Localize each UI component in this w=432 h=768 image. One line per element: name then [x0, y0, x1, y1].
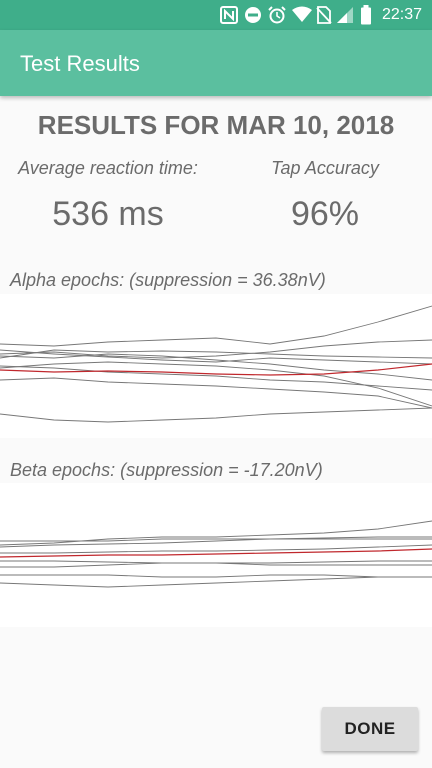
beta-average-trace: [0, 548, 432, 558]
alpha-epoch-trace-6: [0, 407, 432, 423]
status-icons: 22:37: [219, 0, 432, 30]
beta-epoch-trace-1: [0, 520, 432, 546]
beta-epoch-trace-8: [0, 538, 432, 542]
alpha-epoch-trace-5: [0, 377, 432, 409]
tap-accuracy-label: Tap Accuracy: [271, 158, 379, 178]
do-not-disturb-icon: [244, 6, 262, 24]
beta-epoch-trace-5: [0, 562, 432, 568]
battery-icon: [360, 5, 372, 25]
done-button[interactable]: DONE: [322, 707, 418, 751]
signal-icon: [336, 6, 354, 24]
beta-epoch-trace-3: [0, 544, 432, 554]
wifi-icon: [291, 6, 312, 24]
reaction-time-value: 536 ms: [52, 195, 164, 233]
app-bar: Test Results: [0, 30, 432, 96]
beta-epoch-trace-2: [0, 536, 432, 548]
reaction-time-label: Average reaction time:: [18, 158, 198, 178]
alpha-epoch-trace-7: [0, 353, 432, 381]
nfc-icon: [219, 6, 238, 24]
beta-chart-caption: Beta epochs: (suppression = -17.20nV): [10, 460, 323, 480]
alpha-chart-caption: Alpha epochs: (suppression = 36.38nV): [10, 270, 326, 290]
beta-chart: [0, 483, 432, 627]
beta-chart-plot: [0, 520, 432, 588]
beta-epoch-trace-7: [0, 576, 432, 588]
beta-epoch-trace-6: [0, 574, 432, 578]
tap-accuracy-value: 96%: [290, 195, 360, 233]
status-clock: 22:37: [381, 6, 422, 23]
status-bar: 22:37: [0, 0, 432, 30]
alpha-chart: [0, 294, 432, 438]
alpha-epoch-trace-1: [0, 349, 432, 359]
alpha-epoch-trace-4: [0, 305, 432, 347]
no-sim-icon: [316, 6, 332, 24]
alpha-epoch-trace-3: [0, 365, 432, 391]
alpha-epoch-trace-9: [0, 339, 432, 359]
alpha-average-trace: [0, 363, 432, 376]
alpha-epoch-trace-8: [0, 361, 432, 407]
app-title: Test Results: [20, 51, 140, 76]
results-heading: RESULTS FOR MAR 10, 2018: [37, 110, 395, 140]
alarm-icon: [268, 6, 286, 24]
alpha-epoch-trace-2: [0, 349, 432, 365]
alpha-chart-plot: [0, 305, 432, 423]
